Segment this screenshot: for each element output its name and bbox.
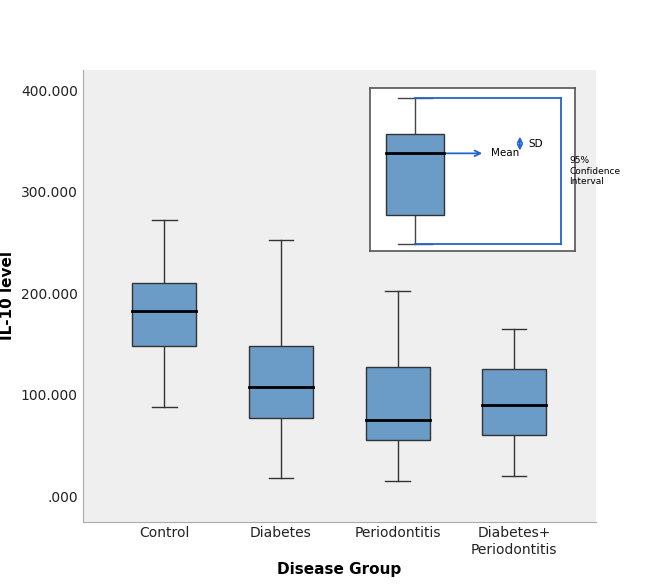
Bar [132, 283, 197, 346]
X-axis label: Disease Group: Disease Group [277, 562, 401, 577]
Bar [482, 369, 546, 435]
Text: 95%
Confidence
Interval: 95% Confidence Interval [569, 156, 620, 186]
Bar [249, 346, 313, 418]
Y-axis label: IL-10 level: IL-10 level [1, 251, 15, 340]
Text: Mean: Mean [491, 148, 520, 158]
Bar [365, 367, 430, 441]
Text: SD: SD [528, 139, 543, 149]
Bar [387, 134, 444, 215]
